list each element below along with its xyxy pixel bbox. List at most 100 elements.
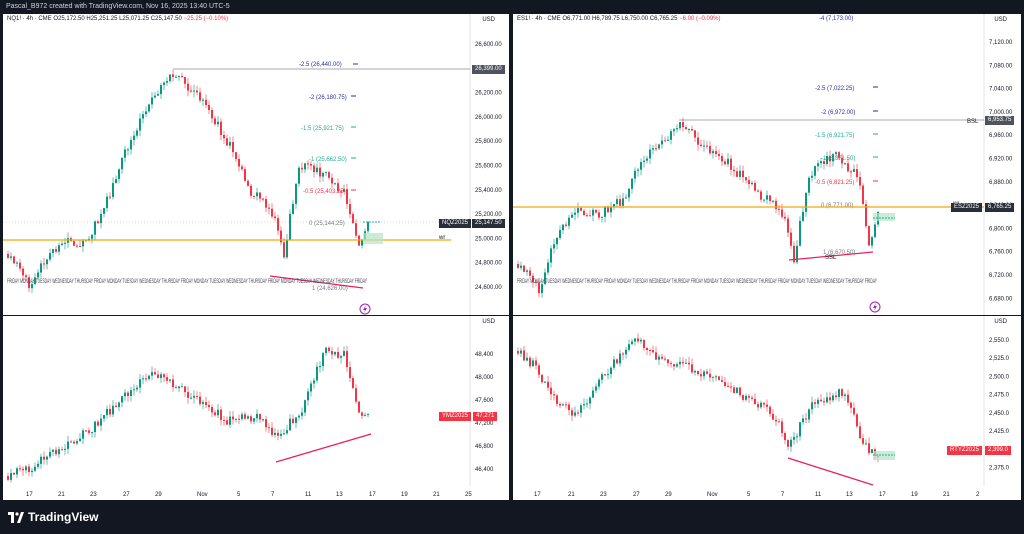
candle-body xyxy=(349,204,351,215)
candle-body xyxy=(781,421,783,434)
tradingview-logo[interactable]: TradingView xyxy=(8,510,98,524)
candle-body xyxy=(289,213,291,240)
candle-body xyxy=(361,240,363,246)
candle-body xyxy=(586,403,588,405)
candle-body xyxy=(694,130,696,138)
candle-body xyxy=(778,208,780,210)
candle-body xyxy=(700,144,702,146)
candle-body xyxy=(205,99,207,106)
candle-body xyxy=(355,388,357,402)
candle-body xyxy=(127,149,129,151)
candle-body xyxy=(28,466,30,473)
candle-body xyxy=(679,122,681,129)
candle-body xyxy=(862,185,864,205)
rty-chart-canvas[interactable]: 2,550.0 2,525.0 2,500.0 2,475.0 2,450.0 2,425… xyxy=(513,316,1021,486)
ym-price-pane[interactable]: USD 48,400 48,000 47,600 47,200 46,800 46,400… xyxy=(3,316,509,486)
candle-body xyxy=(784,433,786,441)
candle-body xyxy=(532,275,534,282)
ym-chart-canvas[interactable]: 48,400 48,000 47,600 47,200 46,800 46,400 xyxy=(3,316,509,486)
candle-body xyxy=(247,416,249,419)
time-axis-label: 21 xyxy=(568,492,575,498)
tradingview-logo-icon xyxy=(8,511,24,523)
es-chart-canvas[interactable]: 7,120.00 7,080.00 7,040.00 7,000.00 6,960.00… xyxy=(513,14,1021,315)
es-symbol-label[interactable]: ES1! · 4h · CME xyxy=(517,16,561,22)
candle-body xyxy=(646,347,648,351)
candle-body xyxy=(865,443,867,445)
candle-body xyxy=(184,77,186,84)
candle-body xyxy=(769,406,771,414)
candle-body xyxy=(538,365,540,375)
candle-body xyxy=(262,419,264,421)
candle-body xyxy=(520,350,522,354)
nq-contract-tag: NQZ2025 xyxy=(439,219,472,228)
candle-body xyxy=(61,243,63,246)
candle-body xyxy=(337,351,339,358)
candle-body xyxy=(238,418,240,420)
candle-body xyxy=(532,360,534,367)
candle-body xyxy=(745,395,747,400)
lightning-icon[interactable] xyxy=(359,303,371,315)
time-axis-label: 13 xyxy=(846,492,853,498)
candle-body xyxy=(769,195,771,201)
candle-body xyxy=(100,213,102,224)
nq-price-pane[interactable]: NQ1! · 4h · CME O25,172.50 H25,251.25 L2… xyxy=(3,14,509,315)
candle-body xyxy=(760,191,762,200)
es-price-pane[interactable]: ES1! · 4h · CME O6,771.00 H6,789.75 L6,7… xyxy=(513,14,1021,315)
candle-body xyxy=(64,448,66,450)
candle-body xyxy=(298,167,300,184)
right-time-axis[interactable]: 17 21 23 27 29 Nov 5 7 11 13 17 19 21 2 xyxy=(513,486,1021,500)
candle-body xyxy=(52,449,54,452)
candle-body xyxy=(367,221,369,232)
candle-body xyxy=(73,441,75,444)
candle-body xyxy=(727,158,729,165)
nq-price-tick: 26,600.00 xyxy=(475,42,502,48)
candle-body xyxy=(52,249,54,254)
es-price-tick: 6,760.00 xyxy=(989,250,1013,256)
candle-body xyxy=(676,128,678,130)
candle-body xyxy=(778,421,780,423)
candle-body xyxy=(337,183,339,192)
candle-body xyxy=(523,265,525,272)
candle-body xyxy=(175,76,177,78)
candle-body xyxy=(256,192,258,197)
candle-body xyxy=(637,169,639,171)
candle-body xyxy=(616,199,618,205)
candle-body xyxy=(805,192,807,212)
nq-chart-canvas[interactable]: 26,600.0026,400.0026,200.0026,000.0025,8… xyxy=(3,14,509,315)
candle-body xyxy=(154,372,156,375)
nq-symbol-label[interactable]: NQ1! · 4h · CME xyxy=(7,16,52,22)
candle-body xyxy=(784,216,786,219)
time-axis-label: 17 xyxy=(879,492,886,498)
candle-body xyxy=(802,211,804,221)
rty-price-tick: 2,525.0 xyxy=(989,356,1010,362)
candle-body xyxy=(592,390,594,398)
candle-body xyxy=(541,284,543,294)
candle-body xyxy=(352,378,354,389)
candle-body xyxy=(166,377,168,381)
candle-body xyxy=(802,418,804,423)
candle-body xyxy=(166,81,168,83)
candle-body xyxy=(763,199,765,201)
candle-body xyxy=(574,212,576,215)
candle-body xyxy=(94,421,96,433)
candle-body xyxy=(619,353,621,364)
left-time-axis[interactable]: 17 21 23 27 29 Nov 5 7 11 13 17 19 21 25 xyxy=(3,486,509,500)
es-divergence-trendline xyxy=(788,251,874,261)
candle-body xyxy=(34,466,36,471)
candle-body xyxy=(16,262,18,264)
candle-body xyxy=(550,248,552,263)
candle-body xyxy=(217,409,219,416)
candle-body xyxy=(649,149,651,159)
candle-body xyxy=(652,350,654,353)
candle-body xyxy=(193,90,195,92)
candle-body xyxy=(796,245,798,263)
candle-body xyxy=(775,419,777,422)
candle-body xyxy=(319,366,321,368)
rty-price-pane[interactable]: USD 2,550.0 2,525.0 2,500.0 2,475.0 2,450.0 2… xyxy=(513,316,1021,486)
candle-body xyxy=(772,200,774,202)
candle-body xyxy=(178,386,180,389)
rty-price-tick: 2,550.0 xyxy=(989,338,1010,344)
candle-body xyxy=(235,418,237,420)
lightning-icon[interactable] xyxy=(869,301,881,313)
candle-body xyxy=(832,395,834,401)
